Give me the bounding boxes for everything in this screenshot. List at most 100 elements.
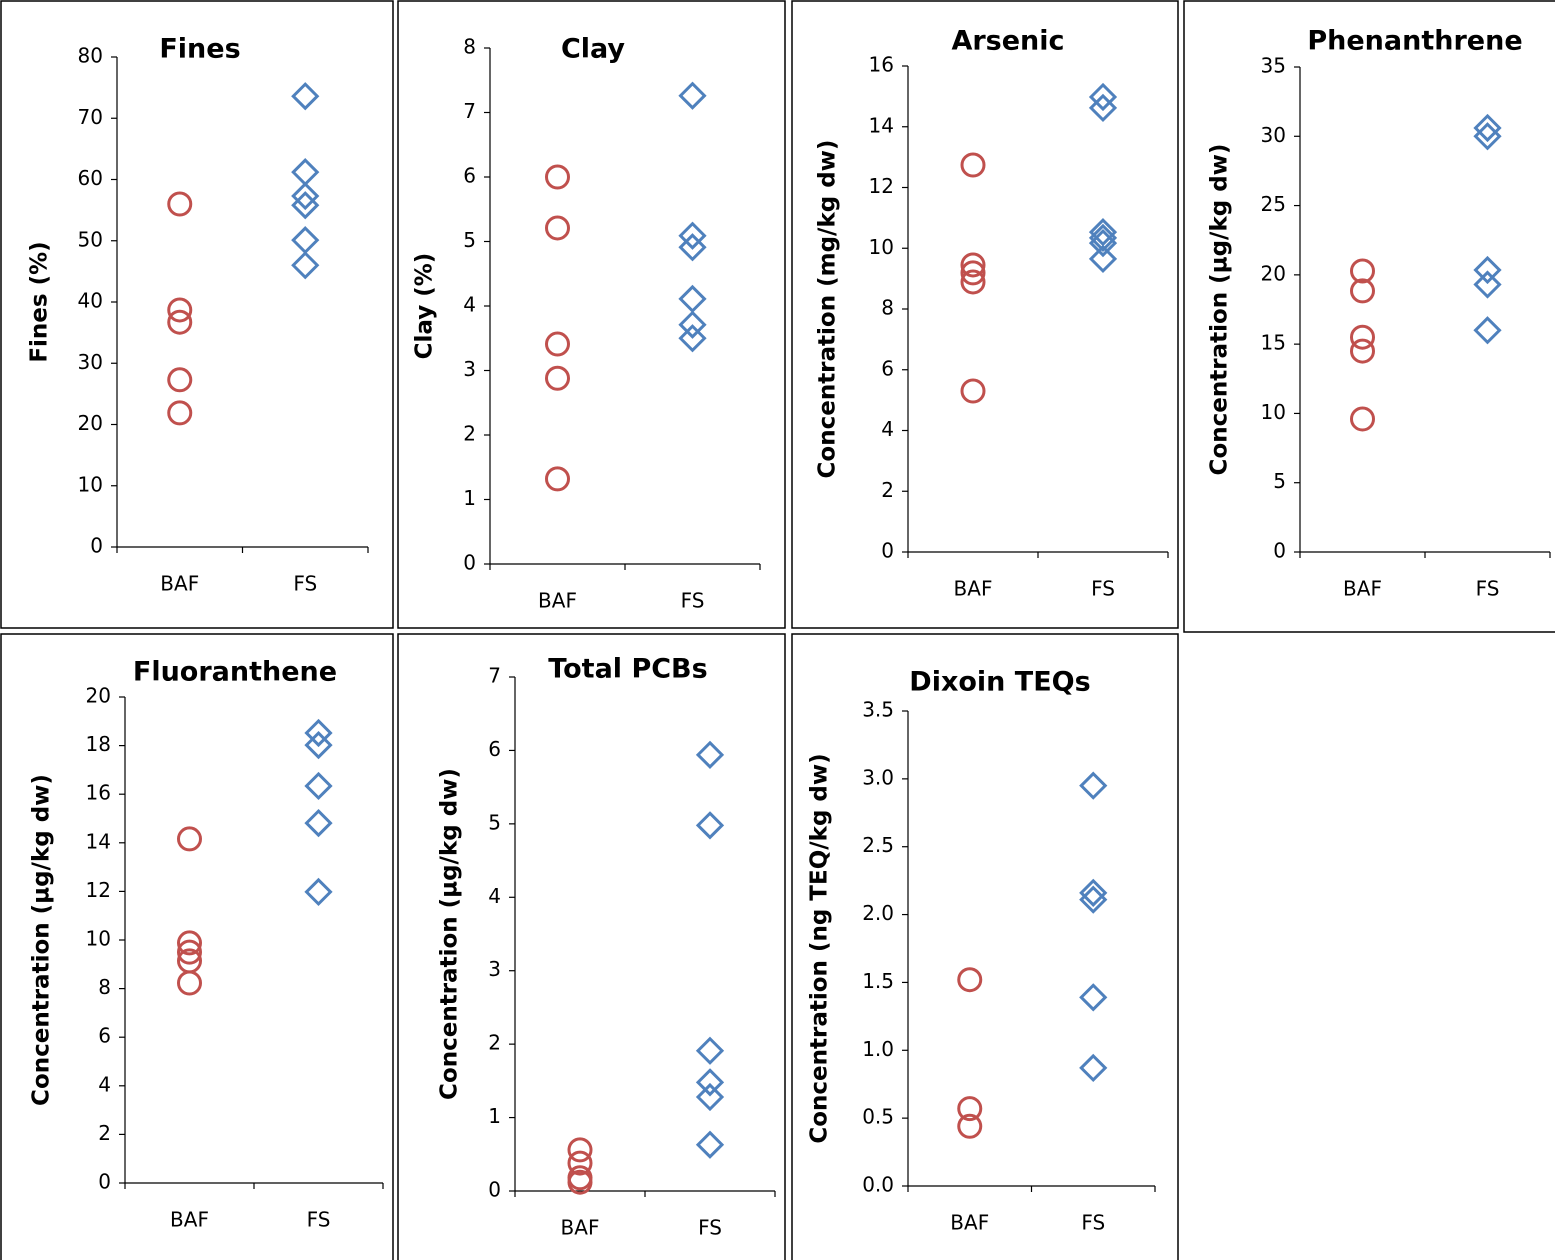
y-tick-label: 8 — [881, 296, 894, 320]
y-tick-label: 20 — [86, 684, 111, 708]
point — [1088, 223, 1118, 253]
y-tick-label: 6 — [488, 737, 501, 761]
point — [960, 152, 986, 178]
y-tick-label: 10 — [86, 927, 111, 951]
point — [167, 400, 193, 426]
point — [678, 81, 707, 110]
x-tick-label: BAF — [954, 577, 993, 601]
point — [545, 365, 570, 391]
point — [1088, 228, 1118, 258]
point — [1473, 122, 1502, 151]
point — [1088, 93, 1118, 123]
y-tick-label: 0 — [881, 539, 894, 563]
point — [695, 1130, 725, 1159]
y-tick-label: 0 — [488, 1178, 501, 1202]
y-tick-label: 4 — [463, 293, 476, 317]
y-tick-label: 5 — [488, 810, 501, 834]
y-tick-label: 8 — [98, 975, 111, 999]
y-tick-label: 3.0 — [862, 765, 894, 789]
y-tick-label: 3 — [488, 957, 501, 981]
x-tick-label: FS — [1476, 577, 1500, 601]
x-tick-label: BAF — [950, 1211, 989, 1235]
x-tick-label: BAF — [170, 1208, 209, 1232]
y-tick-label: 70 — [78, 105, 103, 129]
y-tick-label: 7 — [463, 99, 476, 123]
y-tick-label: 2.0 — [862, 901, 894, 925]
y-tick-label: 5 — [1273, 469, 1286, 493]
point — [957, 967, 983, 993]
point — [1473, 113, 1502, 143]
y-tick-label: 12 — [869, 174, 894, 198]
y-tick-label: 14 — [869, 113, 894, 137]
point — [695, 1068, 725, 1097]
y-tick-label: 10 — [869, 235, 894, 259]
chart-title: Arsenic — [951, 26, 1064, 57]
y-tick-label: 20 — [1261, 261, 1286, 285]
y-tick-label: 10 — [78, 472, 103, 496]
y-tick-label: 35 — [1261, 54, 1286, 78]
y-tick-label: 10 — [1261, 400, 1286, 424]
y-tick-label: 0 — [98, 1170, 111, 1194]
y-tick-label: 1.5 — [862, 969, 894, 993]
point — [695, 1036, 725, 1065]
panel-border — [0, 633, 394, 1260]
y-tick-label: 16 — [869, 53, 894, 77]
point — [177, 970, 202, 996]
point — [545, 164, 570, 190]
point — [177, 930, 202, 956]
y-tick-label: 16 — [86, 781, 111, 805]
chart-title: Fluoranthene — [133, 657, 337, 688]
x-tick-label: BAF — [160, 572, 199, 596]
x-tick-label: FS — [293, 572, 317, 596]
point — [304, 718, 333, 748]
point — [1088, 244, 1118, 274]
point — [177, 939, 202, 965]
point — [291, 251, 320, 280]
point — [304, 808, 333, 838]
point — [1473, 270, 1502, 299]
point — [167, 309, 193, 335]
x-tick-label: FS — [1091, 577, 1115, 601]
chart-title: Fines — [159, 34, 240, 65]
point — [1079, 878, 1108, 907]
x-tick-label: FS — [1081, 1211, 1105, 1235]
point — [678, 221, 707, 250]
y-axis-label: Concentration (mg/kg dw) — [815, 140, 841, 479]
point — [960, 252, 986, 278]
point — [167, 191, 193, 217]
chart-title: Dixoin TEQs — [909, 667, 1090, 698]
panel-border — [0, 0, 394, 629]
y-tick-label: 3 — [463, 357, 476, 381]
point — [177, 826, 202, 852]
point — [1350, 258, 1375, 284]
y-tick-label: 2 — [488, 1031, 501, 1055]
point — [304, 877, 333, 907]
y-tick-label: 1 — [488, 1104, 501, 1128]
point — [1079, 771, 1108, 800]
point — [1350, 324, 1375, 350]
point — [1088, 218, 1118, 247]
y-tick-label: 50 — [78, 227, 103, 251]
panel-border — [1183, 0, 1555, 633]
point — [291, 158, 320, 187]
point — [304, 730, 333, 760]
point — [960, 269, 986, 295]
x-tick-label: FS — [307, 1208, 331, 1232]
y-axis-label: Concentration (µg/kg dw) — [437, 768, 463, 1100]
y-tick-label: 2.5 — [862, 833, 894, 857]
point — [678, 284, 707, 314]
y-tick-label: 6 — [463, 164, 476, 188]
y-tick-label: 20 — [78, 411, 103, 435]
x-tick-label: FS — [681, 589, 705, 613]
point — [291, 181, 320, 211]
y-tick-label: 6 — [98, 1024, 111, 1048]
point — [1350, 278, 1375, 304]
y-tick-label: 15 — [1261, 331, 1286, 355]
point — [304, 771, 333, 801]
y-tick-label: 0 — [1273, 539, 1286, 563]
y-tick-label: 40 — [78, 289, 103, 313]
chart-title: Clay — [561, 34, 625, 65]
point — [695, 1082, 725, 1112]
panel-border — [791, 633, 1179, 1260]
